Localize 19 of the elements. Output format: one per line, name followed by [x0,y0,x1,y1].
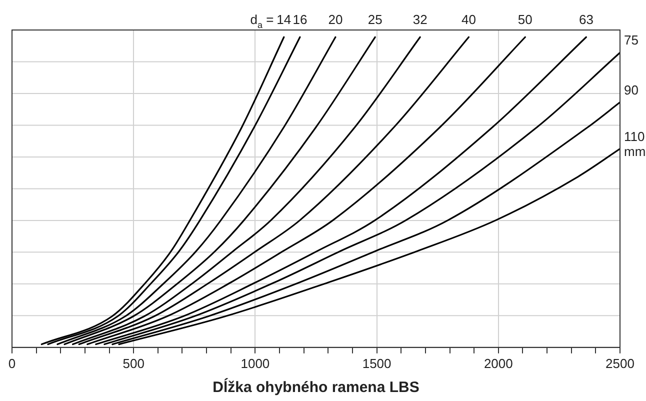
series-label: 25 [368,12,382,27]
x-axis-title: Dĺžka ohybného ramena LBS [212,378,420,396]
series-label: 16 [292,12,308,27]
series-label: 50 [518,12,532,27]
series-label: 32 [412,12,428,27]
series-label: 20 [328,12,343,27]
x-tick-label: 1500 [362,356,392,371]
series-label: 40 [462,12,476,27]
x-tick-label: 0 [8,356,16,371]
series-label: 75 [624,32,638,48]
series-label: 90 [624,82,638,98]
series-label: 14 [276,12,292,27]
series-label: 63 [578,12,594,27]
series-label: 110 [624,128,645,144]
x-tick-label: 500 [122,356,144,371]
x-tick-label: 1000 [240,356,270,371]
text: mm [624,144,646,159]
x-tick-label: 2000 [484,356,513,371]
x-tick-label: 2500 [606,356,634,371]
